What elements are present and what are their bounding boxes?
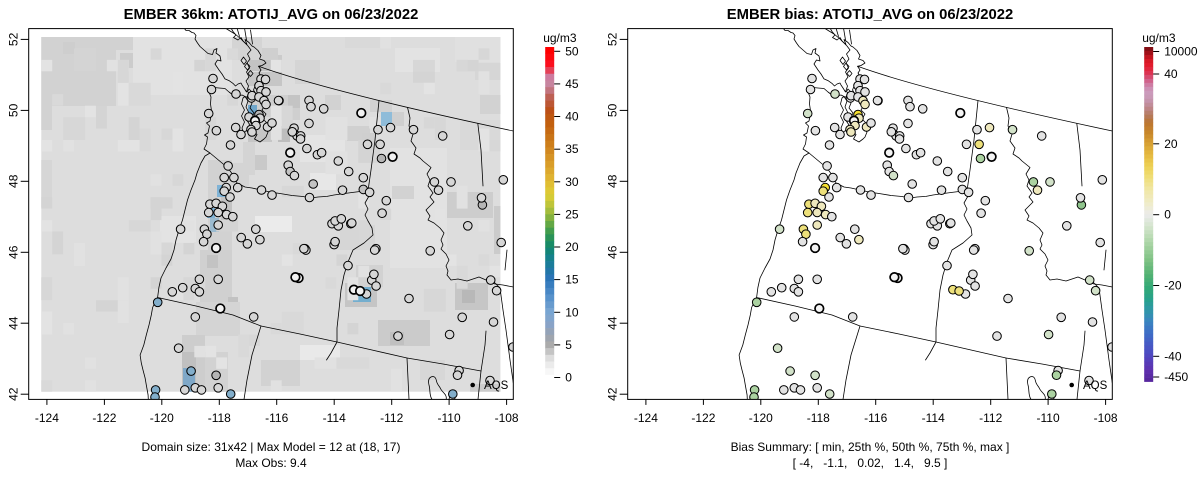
svg-text:-120: -120 <box>150 411 174 425</box>
svg-text:-108: -108 <box>1094 411 1118 425</box>
svg-text:48: 48 <box>606 174 620 188</box>
svg-text:20: 20 <box>565 240 579 254</box>
svg-text:48: 48 <box>7 174 21 188</box>
svg-text:52: 52 <box>7 32 21 46</box>
svg-text:42: 42 <box>606 387 620 401</box>
svg-text:-116: -116 <box>265 411 288 425</box>
svg-text:-124: -124 <box>634 411 658 425</box>
svg-text:20: 20 <box>1164 137 1178 151</box>
svg-text:50: 50 <box>7 103 21 117</box>
svg-text:-122: -122 <box>691 411 715 425</box>
svg-text:5: 5 <box>565 338 572 352</box>
svg-text:-114: -114 <box>922 411 945 425</box>
svg-text:50: 50 <box>565 44 579 58</box>
svg-text:30: 30 <box>565 175 579 189</box>
svg-text:-110: -110 <box>438 411 461 425</box>
svg-text:-40: -40 <box>1164 349 1182 363</box>
svg-text:Bias Summary: [ min, 25th %, 5: Bias Summary: [ min, 25th %, 50th %, 75t… <box>731 440 1010 454</box>
svg-text:0: 0 <box>565 371 572 385</box>
svg-text:-108: -108 <box>495 411 519 425</box>
svg-text:ug/m3: ug/m3 <box>543 31 577 45</box>
svg-text:-124: -124 <box>35 411 59 425</box>
svg-text:EMBER bias: ATOTIJ_AVG on 06/2: EMBER bias: ATOTIJ_AVG on 06/23/2022 <box>727 7 1013 23</box>
svg-text:ug/m3: ug/m3 <box>1142 31 1176 45</box>
svg-text:45: 45 <box>565 77 579 91</box>
svg-text:44: 44 <box>7 316 21 330</box>
svg-text:10000: 10000 <box>1164 45 1198 59</box>
svg-text:EMBER 36km: ATOTIJ_AVG on 06/2: EMBER 36km: ATOTIJ_AVG on 06/23/2022 <box>124 7 419 23</box>
svg-text:52: 52 <box>606 32 620 46</box>
svg-text:-110: -110 <box>1037 411 1060 425</box>
svg-text:-120: -120 <box>749 411 773 425</box>
svg-text:35: 35 <box>565 142 579 156</box>
svg-text:44: 44 <box>606 316 620 330</box>
svg-text:-122: -122 <box>92 411 116 425</box>
svg-text:50: 50 <box>606 103 620 117</box>
svg-text:40: 40 <box>565 110 579 124</box>
svg-text:40: 40 <box>1164 67 1178 81</box>
svg-text:-118: -118 <box>208 411 231 425</box>
svg-text:42: 42 <box>7 387 21 401</box>
svg-text:15: 15 <box>565 273 579 287</box>
svg-text:[ -4, -1.1, 0.02, 1.4,: [ -4, -1.1, 0.02, 1.4, 9.5 ] <box>793 456 948 470</box>
svg-text:25: 25 <box>565 207 579 221</box>
svg-text:-112: -112 <box>380 411 403 425</box>
svg-text:-116: -116 <box>864 411 887 425</box>
svg-text:46: 46 <box>606 245 620 259</box>
svg-text:AQS: AQS <box>484 380 509 392</box>
svg-text:AQS: AQS <box>1083 380 1108 392</box>
svg-text:Domain size: 31x42 | Max Model: Domain size: 31x42 | Max Model = 12 at (… <box>142 440 401 454</box>
svg-text:-20: -20 <box>1164 279 1182 293</box>
svg-text:0: 0 <box>1164 208 1171 222</box>
svg-text:-118: -118 <box>807 411 830 425</box>
svg-text:-112: -112 <box>979 411 1002 425</box>
svg-text:-450: -450 <box>1164 370 1188 384</box>
svg-text:10: 10 <box>565 305 579 319</box>
svg-text:-114: -114 <box>323 411 346 425</box>
svg-text:Max Obs: 9.4: Max Obs: 9.4 <box>235 456 307 470</box>
svg-text:46: 46 <box>7 245 21 259</box>
